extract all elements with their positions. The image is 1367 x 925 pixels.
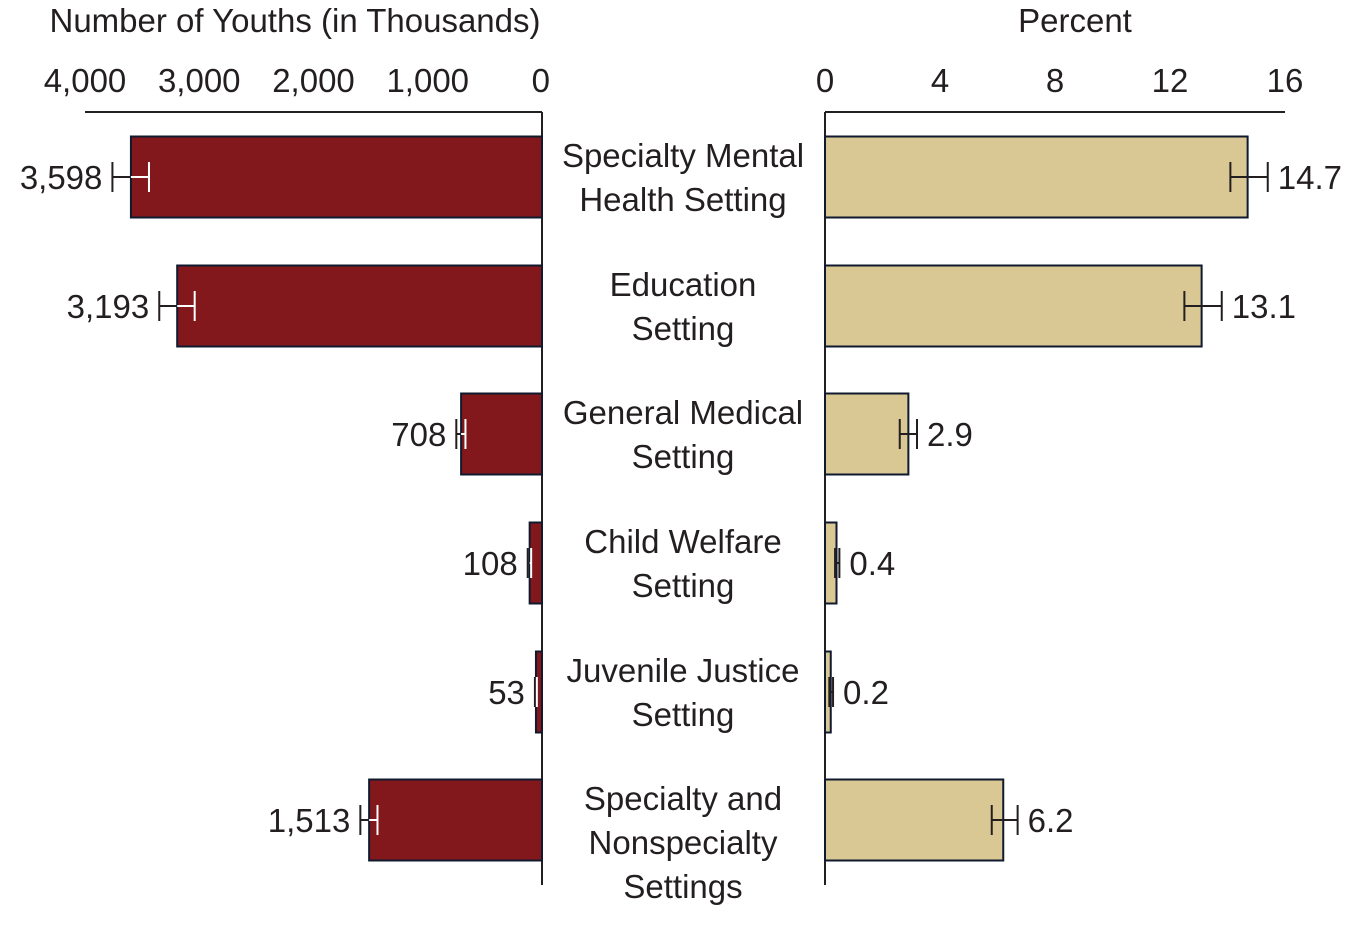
category-label: Setting (632, 567, 735, 604)
left-bars: 3,598 3,193 708 108 53 1,513 (20, 135, 544, 862)
category-label: Specialty Mental (562, 137, 804, 174)
left-bar (460, 392, 543, 476)
left-value-label: 108 (463, 545, 518, 582)
left-tick-label: 3,000 (158, 62, 241, 99)
left-tick-label: 2,000 (272, 62, 355, 99)
category-label: Juvenile Justice (567, 652, 800, 689)
right-value-label: 0.4 (849, 545, 895, 582)
right-bar (824, 778, 1005, 862)
left-value-label: 708 (391, 416, 446, 453)
category-label: Setting (632, 696, 735, 733)
category-labels: Specialty Mental Health Setting Education S… (562, 137, 804, 905)
category-label: Education (610, 266, 757, 303)
left-bar (129, 135, 543, 219)
category-label: General Medical (563, 394, 803, 431)
right-bars: 14.7 13.1 2.9 0.4 0.2 6.2 (824, 135, 1342, 862)
category-label: Child Welfare (584, 523, 781, 560)
category-label: Specialty and (584, 780, 782, 817)
category-label: Settings (623, 868, 742, 905)
left-axis-ticks: 4,000 3,000 2,000 1,000 0 (44, 62, 550, 99)
right-tick-label: 12 (1152, 62, 1189, 99)
left-axis-title: Number of Youths (in Thousands) (49, 2, 540, 39)
right-tick-label: 8 (1046, 62, 1064, 99)
category-label: Setting (632, 438, 735, 475)
category-label: Setting (632, 310, 735, 347)
right-tick-label: 16 (1267, 62, 1304, 99)
right-bar (824, 264, 1203, 348)
right-value-label: 0.2 (843, 674, 889, 711)
right-value-label: 14.7 (1278, 159, 1342, 196)
right-value-label: 6.2 (1028, 802, 1074, 839)
right-axis-title: Percent (1018, 2, 1132, 39)
right-value-label: 2.9 (927, 416, 973, 453)
left-value-label: 3,598 (20, 159, 103, 196)
left-value-label: 3,193 (67, 288, 150, 325)
left-value-label: 1,513 (268, 802, 351, 839)
left-tick-label: 4,000 (44, 62, 127, 99)
right-bar (824, 392, 910, 476)
left-bar (176, 264, 544, 348)
right-bar (824, 135, 1249, 219)
left-tick-label: 0 (532, 62, 550, 99)
left-bar (368, 778, 543, 862)
left-tick-label: 1,000 (386, 62, 469, 99)
axes (85, 111, 1285, 885)
right-value-label: 13.1 (1232, 288, 1296, 325)
right-tick-label: 4 (931, 62, 949, 99)
category-label: Health Setting (579, 181, 786, 218)
right-tick-label: 0 (816, 62, 834, 99)
category-label: Nonspecialty (589, 824, 778, 861)
left-value-label: 53 (488, 674, 525, 711)
right-axis-ticks: 0 4 8 12 16 (816, 62, 1304, 99)
